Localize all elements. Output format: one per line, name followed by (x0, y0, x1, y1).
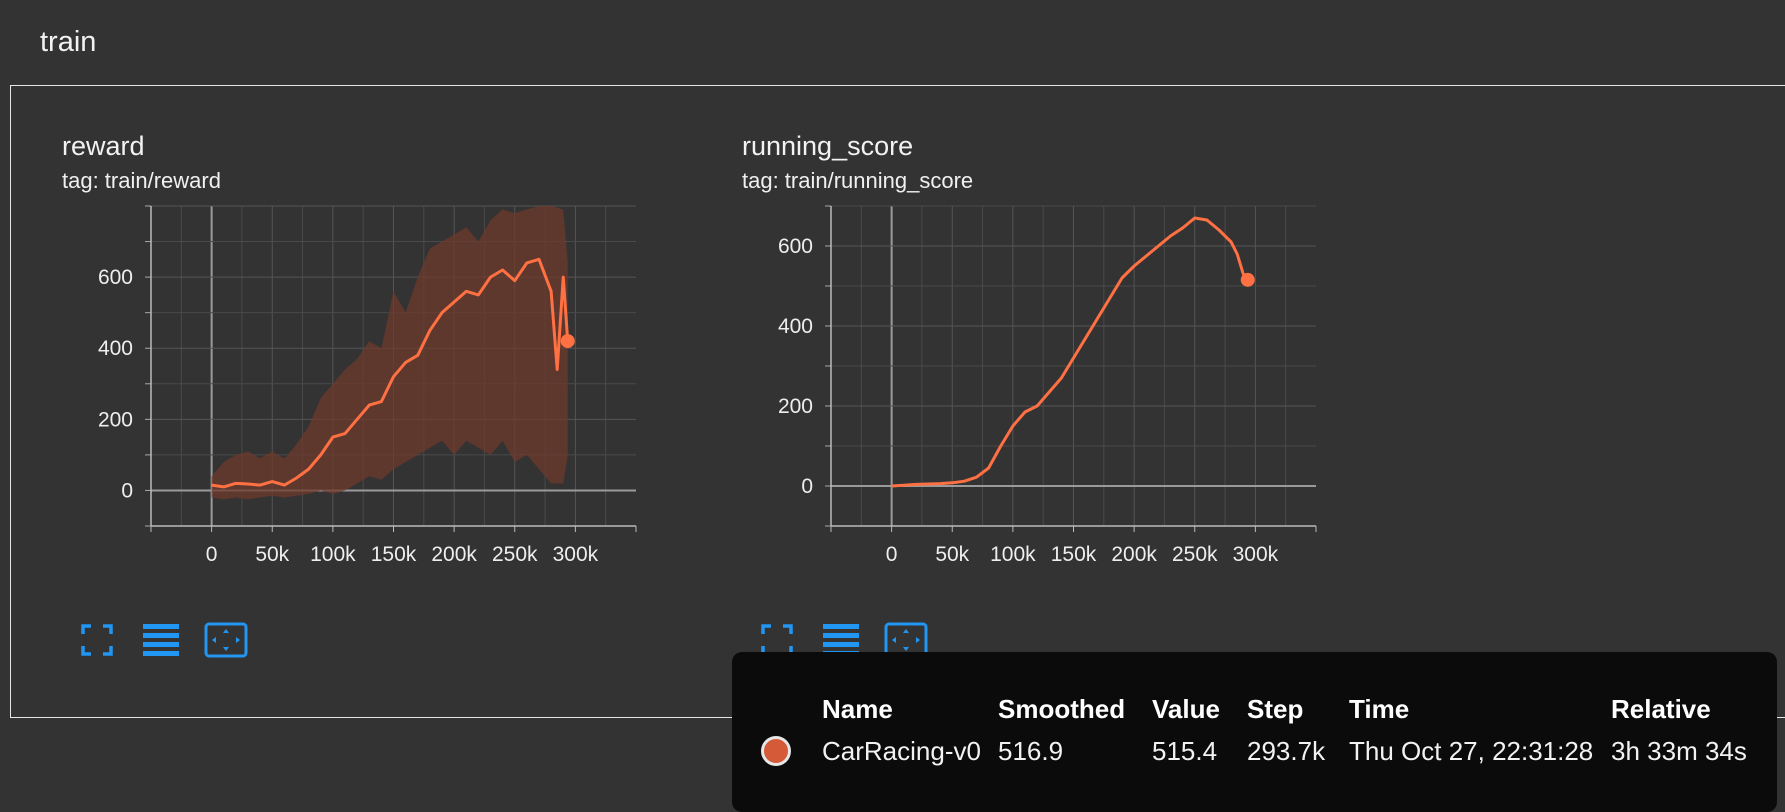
chart-card-tag: tag: train/running_score (742, 168, 974, 193)
x-tick-label: 50k (935, 543, 969, 566)
running-score-chart[interactable]: 0 50k 100k 150k 200k 250k 300k 0 200 400 600 (701, 196, 1321, 576)
x-tick-label: 100k (990, 543, 1036, 566)
y-tick-label: 200 (778, 395, 813, 418)
raw-series-band (211, 206, 568, 500)
y-tick-label: 400 (778, 315, 813, 338)
x-tick-label: 200k (1111, 543, 1157, 566)
x-tick-label: 50k (255, 543, 289, 566)
y-tick-label: 0 (121, 479, 133, 502)
y-tick-label: 400 (98, 337, 133, 360)
tooltip-time: Thu Oct 27, 22:31:28 (1349, 736, 1594, 766)
tooltip-header-name: Name (822, 694, 893, 724)
tooltip-value: 515.4 (1152, 736, 1218, 766)
x-tick-label: 100k (310, 543, 356, 566)
tooltip-header-relative: Relative (1611, 694, 1711, 724)
chart-card-running-score: running_score tag: train/running_score 0… (701, 86, 1341, 686)
chart-card-reward: reward tag: train/reward 0 50k 100k 150k 200… (21, 86, 661, 686)
fullscreen-icon[interactable] (79, 622, 115, 658)
chart-tooltip: Name Smoothed Value Step Time Relative C… (732, 652, 1777, 812)
smoothed-series-line (211, 257, 570, 489)
tooltip-step: 293.7k (1247, 736, 1326, 766)
y-tick-label: 0 (801, 475, 813, 498)
run-header: train (10, 0, 1785, 86)
chart-card-title: running_score (742, 131, 914, 161)
fit-domain-icon[interactable] (204, 622, 248, 658)
y-tick-label: 600 (778, 235, 813, 258)
tooltip-header-value: Value (1152, 694, 1220, 724)
tooltip-run-name: CarRacing-v0 (822, 736, 981, 766)
x-tick-label: 200k (431, 543, 477, 566)
hover-point (1240, 272, 1255, 287)
plot-area (211, 206, 570, 500)
run-title: train (40, 26, 97, 58)
x-tick-label: 250k (1172, 543, 1218, 566)
x-tick-label: 150k (1051, 543, 1097, 566)
x-tick-label: 300k (553, 543, 599, 566)
tooltip-header-time: Time (1349, 694, 1410, 724)
tooltip-header-step: Step (1247, 694, 1304, 724)
y-tick-label: 200 (98, 408, 133, 431)
plot-area (891, 216, 1249, 488)
tooltip-relative: 3h 33m 34s (1611, 736, 1747, 766)
x-tick-label: 0 (886, 543, 898, 566)
x-tick-label: 0 (206, 543, 218, 566)
tooltip-header-smoothed: Smoothed (998, 694, 1126, 724)
x-tick-label: 150k (371, 543, 417, 566)
reward-chart[interactable]: 0 50k 100k 150k 200k 250k 300k 0 200 400 600 (21, 196, 641, 576)
chart-card-tag: tag: train/reward (62, 168, 221, 193)
x-tick-label: 250k (492, 543, 538, 566)
smoothed-series-line (891, 216, 1249, 488)
x-tick-label: 300k (1233, 543, 1279, 566)
chart-card-title: reward (62, 131, 145, 161)
fullscreen-icon[interactable] (759, 622, 795, 658)
series-color-swatch (761, 736, 791, 766)
card-grid: reward tag: train/reward 0 50k 100k 150k 200… (10, 86, 1785, 718)
data-table-icon[interactable] (143, 622, 179, 658)
y-tick-label: 600 (98, 266, 133, 289)
hover-point (560, 334, 575, 349)
tooltip-smoothed-value: 516.9 (998, 736, 1064, 766)
